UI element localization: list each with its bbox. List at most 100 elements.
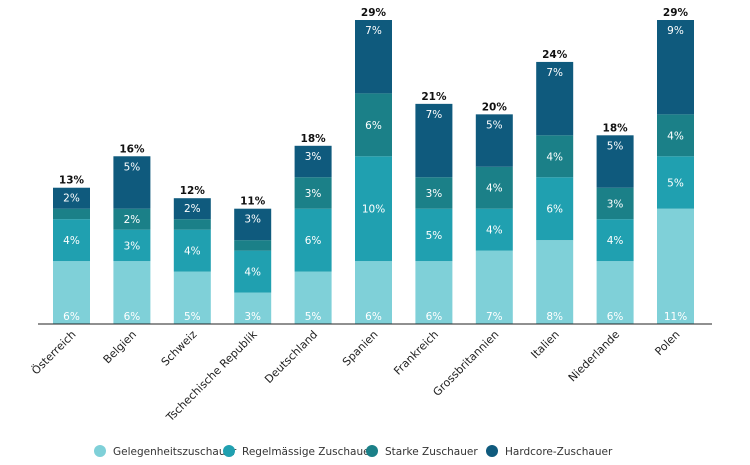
- bar-segment: [355, 20, 392, 94]
- segment-value-label: 5%: [124, 161, 141, 173]
- bar-segment: [294, 271, 332, 324]
- segment-value-label: 4%: [244, 267, 261, 279]
- segment-value-label: 6%: [63, 311, 80, 323]
- bar-segment: [475, 114, 513, 167]
- bar-segment: [657, 114, 694, 157]
- legend-label: Regelmässige Zuschauer: [242, 446, 375, 458]
- bar-segment: [234, 240, 272, 251]
- bar-segment: [113, 208, 151, 230]
- bar-segment: [173, 229, 211, 272]
- segment-value-label: 3%: [244, 214, 261, 226]
- category-label: Polen: [652, 328, 682, 358]
- bar-segment: [53, 208, 90, 220]
- bar-total-label: 11%: [240, 196, 266, 208]
- segment-value-label: 9%: [667, 25, 684, 37]
- bar-segment: [294, 208, 332, 272]
- segment-value-label: 2%: [184, 203, 201, 215]
- legend-marker: [366, 445, 378, 457]
- segment-value-label: 6%: [546, 204, 563, 216]
- segment-value-label: 6%: [124, 311, 141, 323]
- category-label: Niederlande: [566, 328, 623, 385]
- segment-value-label: 7%: [546, 67, 563, 79]
- bar-segment: [475, 250, 513, 324]
- bar-segment: [53, 261, 90, 324]
- category-label: Österreich: [29, 328, 78, 377]
- bar-segment: [415, 208, 453, 262]
- bars-group: 6% 4% 2% 13% 6% 3% 2% 5% 16% 5% 4% 2% 12% 3% 4% 3% 11% 5%…: [53, 7, 694, 324]
- segment-value-label: 4%: [546, 151, 563, 163]
- category-label: Grossbritannien: [430, 328, 501, 399]
- legend-marker: [94, 445, 106, 457]
- segment-value-label: 3%: [426, 188, 443, 200]
- bar-segment: [113, 156, 151, 209]
- bar-total-label: 13%: [59, 175, 85, 187]
- bar-segment: [113, 229, 151, 262]
- legend-marker: [223, 445, 235, 457]
- segment-value-label: 7%: [426, 109, 443, 121]
- bar-segment: [53, 187, 90, 209]
- bar-segment: [596, 219, 634, 262]
- segment-value-label: 7%: [486, 311, 503, 323]
- bar-segment: [415, 177, 453, 209]
- bar-segment: [657, 20, 694, 115]
- bar-segment: [234, 292, 272, 324]
- bar-segment: [536, 61, 574, 136]
- bar-total-label: 18%: [603, 122, 629, 134]
- segment-value-label: 4%: [667, 130, 684, 142]
- segment-value-label: 5%: [667, 177, 684, 189]
- bar-segment: [475, 208, 513, 251]
- segment-value-label: 7%: [365, 25, 382, 37]
- bar-segment: [294, 145, 332, 178]
- bar-segment: [536, 177, 574, 241]
- bar-segment: [173, 271, 211, 324]
- bar-total-label: 24%: [542, 49, 568, 61]
- bar-segment: [536, 135, 574, 178]
- bar-segment: [53, 219, 90, 262]
- bar-segment: [475, 166, 513, 209]
- segment-value-label: 2%: [124, 214, 141, 226]
- bar-segment: [657, 156, 694, 209]
- segment-value-label: 3%: [305, 188, 322, 200]
- segment-value-label: 4%: [184, 246, 201, 258]
- bar-segment: [415, 261, 453, 324]
- bar-segment: [596, 135, 634, 188]
- segment-value-label: 4%: [486, 183, 503, 195]
- bar-total-label: 12%: [180, 185, 206, 197]
- segment-value-label: 3%: [305, 151, 322, 163]
- bar-segment: [536, 240, 574, 324]
- segment-value-label: 5%: [607, 140, 624, 152]
- segment-value-label: 11%: [664, 311, 687, 323]
- bar-total-label: 16%: [119, 143, 145, 155]
- segment-value-label: 4%: [607, 235, 624, 247]
- bar-total-label: 18%: [301, 133, 327, 145]
- segment-value-label: 3%: [607, 198, 624, 210]
- segment-value-label: 4%: [486, 225, 503, 237]
- segment-value-label: 4%: [63, 235, 80, 247]
- segment-value-label: 5%: [486, 119, 503, 131]
- segment-value-label: 5%: [426, 230, 443, 242]
- bar-total-label: 20%: [482, 101, 508, 113]
- category-label: Belgien: [101, 328, 139, 366]
- bar-total-label: 29%: [663, 7, 689, 19]
- segment-value-label: 10%: [362, 204, 385, 216]
- segment-value-label: 6%: [305, 235, 322, 247]
- legend: Gelegenheitszuschauer Regelmässige Zuscha…: [94, 445, 613, 458]
- bar-segment: [657, 208, 694, 324]
- segment-value-label: 6%: [365, 120, 382, 132]
- bar-segment: [234, 250, 272, 293]
- category-label: Deutschland: [262, 328, 320, 386]
- bar-total-label: 29%: [361, 7, 387, 19]
- segment-value-label: 3%: [124, 240, 141, 252]
- segment-value-label: 5%: [305, 311, 322, 323]
- bar-total-label: 21%: [421, 91, 447, 103]
- segment-value-label: 5%: [184, 311, 201, 323]
- bar-segment: [173, 198, 211, 220]
- segment-value-label: 6%: [607, 311, 624, 323]
- legend-label: Gelegenheitszuschauer: [113, 446, 237, 458]
- segment-value-label: 3%: [244, 311, 261, 323]
- legend-marker: [486, 445, 498, 457]
- category-label: Schweiz: [159, 328, 200, 369]
- bar-segment: [596, 261, 634, 324]
- bar-segment: [415, 103, 453, 178]
